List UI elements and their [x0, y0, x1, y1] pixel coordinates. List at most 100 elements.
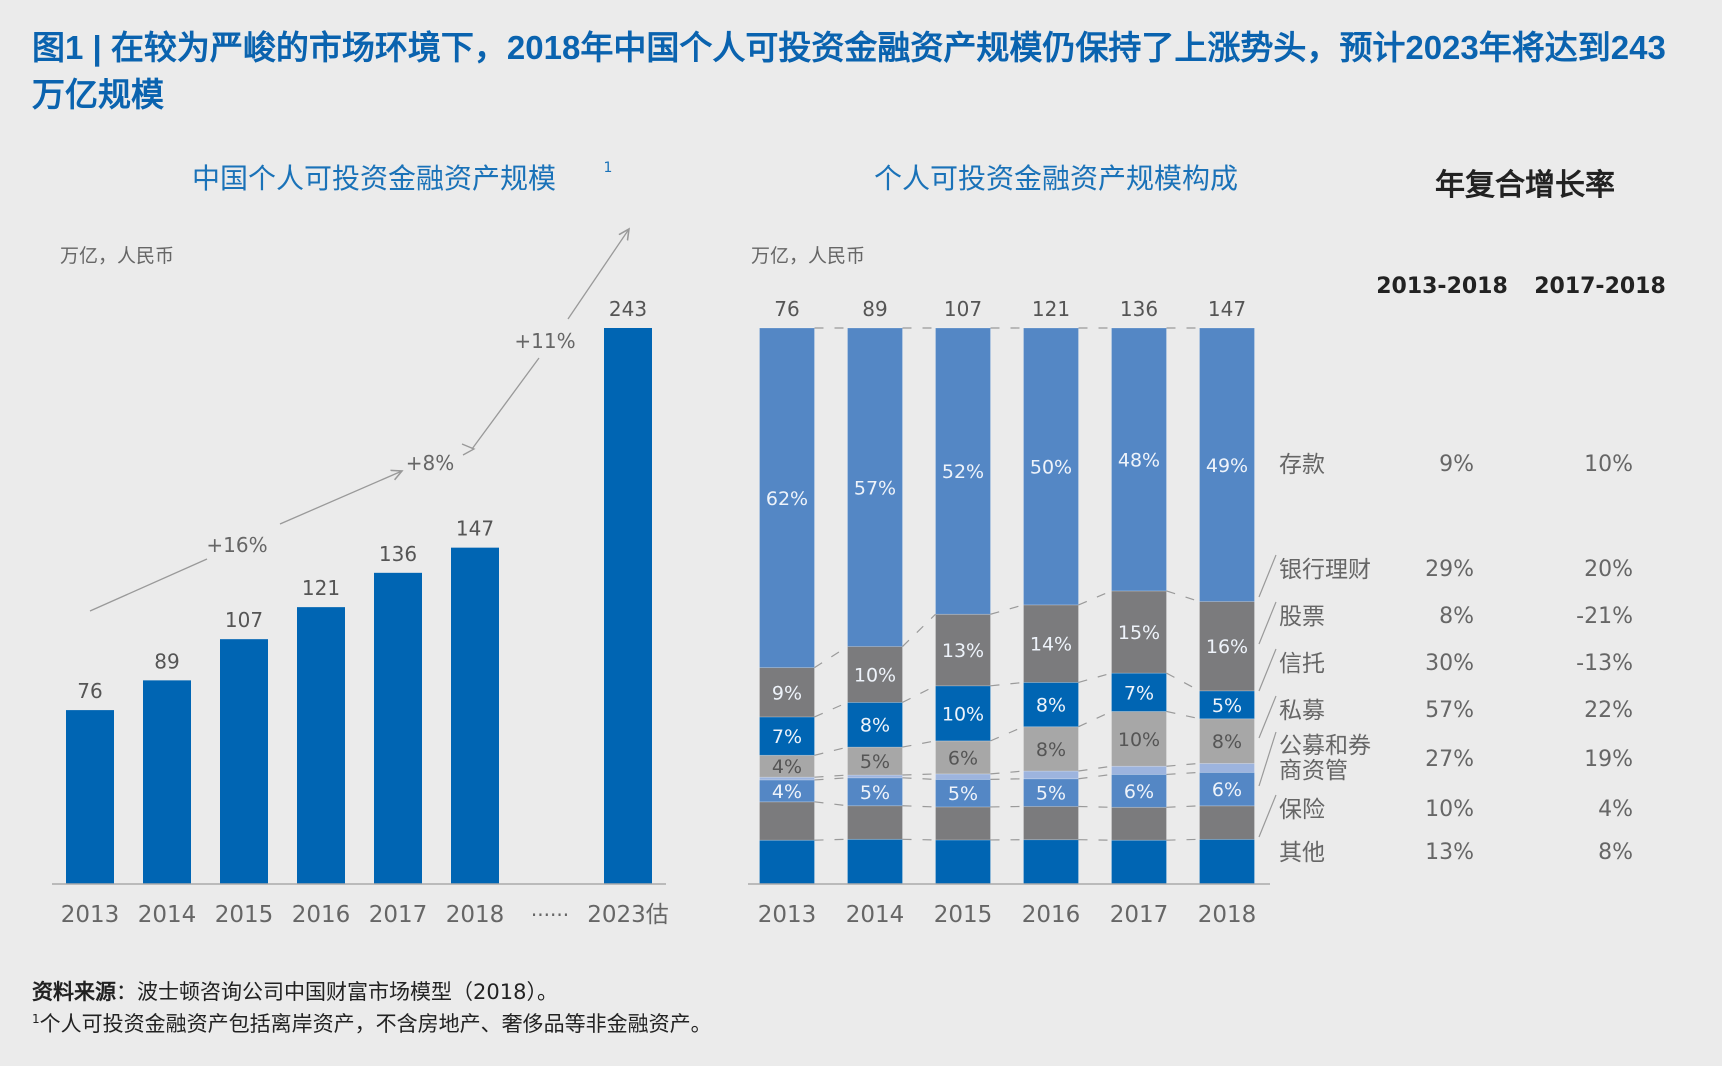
cagr-value: -21%	[1576, 604, 1633, 629]
growth-arrow	[471, 357, 540, 450]
segment-银行理财-2014	[847, 646, 903, 703]
connector-line	[902, 740, 936, 748]
segment-label: 5%	[948, 783, 978, 805]
growth-arrow	[279, 471, 402, 525]
cagr-value: 13%	[1425, 840, 1474, 865]
bar-2014	[143, 680, 191, 884]
segment-保险-2016	[1023, 806, 1079, 841]
bar-2018	[451, 547, 499, 884]
segment-label: 8%	[1036, 695, 1066, 717]
cagr-value: 22%	[1584, 698, 1633, 723]
segment-其他-2013	[759, 839, 815, 885]
x-tick-label: 2016	[1022, 902, 1081, 928]
connector-line	[1078, 710, 1112, 728]
connector-line	[902, 613, 936, 647]
segment-银行理财-2016	[1023, 604, 1079, 683]
legend-leader-line	[1258, 731, 1277, 787]
bar-total-label: 121	[1032, 297, 1070, 321]
footnote: 1个人可投资金融资产包括离岸资产，不含房地产、奢侈品等非金融资产。	[32, 1008, 712, 1038]
bar-2016	[297, 607, 345, 884]
connector-line	[990, 770, 1024, 775]
segment-存款-2013	[759, 327, 815, 669]
connector-line	[1166, 805, 1200, 808]
legend-item-存款: 存款	[1279, 452, 1325, 478]
right-chart-unit: 万亿，人民币	[751, 245, 865, 267]
segment-公募和券商资管-2016	[1023, 778, 1079, 807]
legend-leader-line	[1258, 794, 1277, 838]
source-label: 资料来源	[32, 980, 116, 1004]
source-text: ：波士顿咨询公司中国财富市场模型（2018）。	[116, 980, 558, 1004]
cagr-value: 20%	[1584, 557, 1633, 582]
figure-title: 图1 | 在较为严峻的市场环境下，2018年中国个人可投资金融资产规模仍保持了上…	[32, 29, 1666, 113]
segment-label: 62%	[766, 488, 808, 510]
left-chart-title: 中国个人可投资金融资产规模	[192, 162, 556, 195]
bar-total-label: 89	[862, 297, 887, 321]
x-tick-label: 2015	[934, 902, 993, 928]
left-chart-unit: 万亿，人民币	[60, 245, 174, 267]
bar-value-label: 136	[379, 542, 417, 566]
segment-公募和券商资管-2014	[847, 777, 903, 807]
connector-line	[990, 726, 1024, 742]
growth-arrow	[567, 229, 629, 320]
x-tick-label: 2013	[61, 902, 120, 928]
bar-2015	[220, 639, 268, 884]
x-tick-label: 2013	[758, 902, 817, 928]
connector-line	[1166, 710, 1200, 720]
legend-item-公募和券商资管: 公募和券商资管	[1279, 733, 1371, 784]
segment-股票-2018	[1199, 690, 1255, 720]
segment-私募-2018	[1199, 763, 1255, 773]
segment-label: 9%	[772, 682, 802, 704]
segment-私募-2014	[847, 774, 903, 779]
connector-line	[814, 646, 848, 669]
source-note: 资料来源：波士顿咨询公司中国财富市场模型（2018）。	[32, 976, 558, 1006]
segment-label: 6%	[1124, 781, 1154, 803]
segment-label: 5%	[860, 751, 890, 773]
segment-label: 4%	[772, 781, 802, 803]
cagr-value: 9%	[1439, 452, 1474, 477]
segment-保险-2013	[759, 801, 815, 841]
connector-line	[902, 838, 936, 841]
left-chart-title-sup: 1	[604, 160, 613, 176]
cagr-value: 10%	[1584, 452, 1633, 477]
segment-label: 57%	[854, 477, 896, 499]
cagr-value: 57%	[1425, 698, 1474, 723]
cagr-value: 27%	[1425, 747, 1474, 772]
cagr-value: 19%	[1584, 747, 1633, 772]
segment-label: 13%	[942, 640, 984, 662]
segment-银行理财-2018	[1199, 601, 1255, 692]
growth-annotation: +8%	[406, 451, 455, 475]
connector-line	[902, 777, 936, 781]
cagr-column-header: 2013-2018	[1376, 274, 1508, 299]
segment-存款-2015	[935, 327, 991, 615]
connector-line	[902, 773, 936, 776]
x-tick-label: 2018	[446, 902, 505, 928]
bar-total-label: 107	[944, 297, 982, 321]
segment-银行理财-2017	[1111, 590, 1167, 674]
connector-line	[1166, 771, 1200, 776]
legend-item-其他: 其他	[1279, 840, 1325, 866]
x-tick-label: 2015	[215, 902, 274, 928]
segment-保险-2014	[847, 805, 903, 840]
footnote-marker: 1	[32, 1012, 40, 1026]
segment-私募-2015	[935, 773, 991, 780]
connector-line	[814, 746, 848, 756]
segment-其他-2017	[1111, 839, 1167, 885]
right-chart-title: 个人可投资金融资产规模构成	[874, 162, 1238, 195]
segment-label: 5%	[1036, 783, 1066, 805]
cagr-value: 29%	[1425, 557, 1474, 582]
segment-其他-2014	[847, 838, 903, 885]
segment-存款-2016	[1023, 327, 1079, 606]
legend-leader-line	[1258, 554, 1277, 598]
segment-银行理财-2015	[935, 613, 991, 687]
segment-信托-2014	[847, 746, 903, 776]
bar-value-label: 121	[302, 576, 340, 600]
cagr-value: -13%	[1576, 651, 1633, 676]
connector-line	[1078, 590, 1112, 606]
cagr-value: 8%	[1439, 604, 1474, 629]
connector-line	[990, 778, 1024, 781]
x-tick-label: 2017	[369, 902, 428, 928]
x-tick-label: 2014	[138, 902, 197, 928]
segment-label: 8%	[1212, 731, 1242, 753]
segment-保险-2015	[935, 806, 991, 841]
segment-股票-2013	[759, 716, 815, 756]
